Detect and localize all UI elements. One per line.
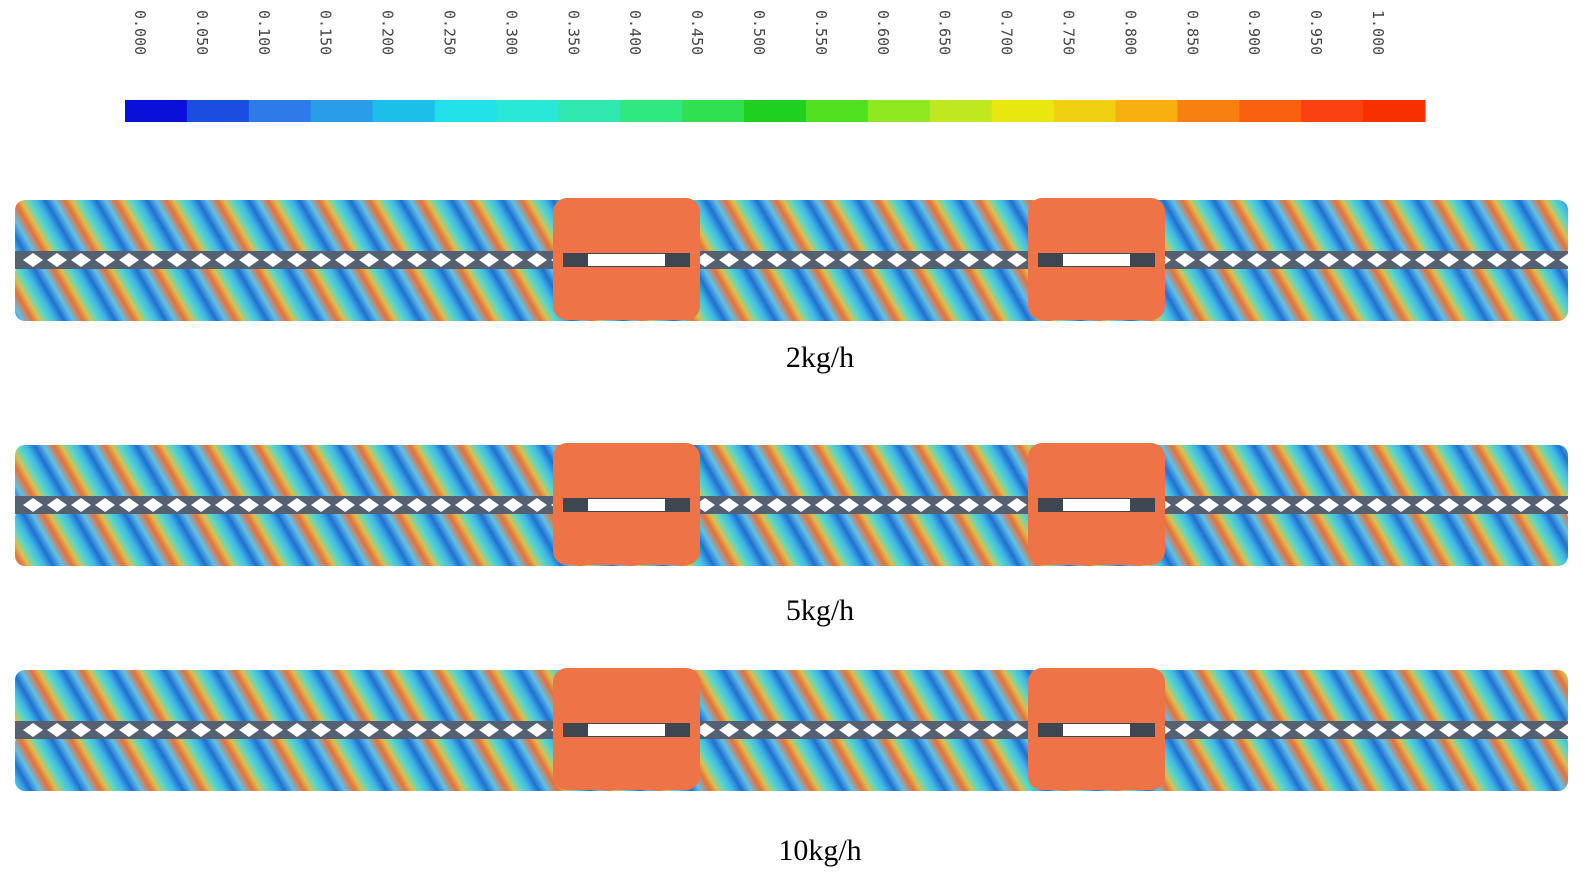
kneading-gap-light — [588, 499, 665, 511]
colorbar-tick-label: 0.650 — [936, 10, 954, 55]
colorbar-tick-label: 0.450 — [688, 10, 706, 55]
colorbar-segment — [558, 100, 620, 122]
colorbar-tick-label: 0.200 — [379, 10, 397, 55]
screw-shaft — [15, 263, 1568, 321]
colorbar-segment — [1239, 100, 1301, 122]
colorbar-segment — [620, 100, 682, 122]
colorbar-tick-label: 0.500 — [750, 10, 768, 55]
kneading-gap-light — [588, 254, 665, 266]
screw-shaft — [15, 733, 1568, 791]
colorbar-tick-label: 0.850 — [1183, 10, 1201, 55]
colorbar-segment — [1363, 100, 1425, 122]
colorbar-segment — [682, 100, 744, 122]
colorbar-segment — [435, 100, 497, 122]
colorbar-segment — [496, 100, 558, 122]
colorbar-segment — [744, 100, 806, 122]
colorbar-segment — [187, 100, 249, 122]
colorbar-tick-label: 0.700 — [998, 10, 1016, 55]
colorbar-tick-label: 1.000 — [1369, 10, 1387, 55]
colorbar-tick-label: 0.750 — [1060, 10, 1078, 55]
colorbar-tick-label: 0.100 — [255, 10, 273, 55]
screw-shaft — [15, 200, 1568, 258]
screw-pair — [15, 198, 1579, 321]
colorbar-segment — [311, 100, 373, 122]
panel-caption: 5kg/h — [786, 594, 854, 627]
colorbar-tick-label: 0.000 — [131, 10, 149, 55]
colorbar-tick-label: 0.350 — [564, 10, 582, 55]
colorbar-tick-label: 0.400 — [626, 10, 644, 55]
colorbar-segment — [930, 100, 992, 122]
screw-shaft — [15, 445, 1568, 503]
colorbar-segment — [1115, 100, 1177, 122]
colorbar-segment — [125, 100, 187, 122]
screw-shaft — [15, 508, 1568, 566]
colorbar-segment — [249, 100, 311, 122]
colorbar-segment — [1301, 100, 1363, 122]
figure: 0.000 0.050 0.100 0.150 0.200 0.250 0.300 0.350… — [0, 0, 1583, 876]
colorbar-segment — [992, 100, 1054, 122]
colorbar-segment — [1177, 100, 1239, 122]
colorbar-tick-label: 0.800 — [1121, 10, 1139, 55]
colorbar-tick-label: 0.600 — [874, 10, 892, 55]
kneading-gap-light — [1063, 724, 1130, 736]
kneading-gap-light — [588, 724, 665, 736]
colorbar-tick-label: 0.900 — [1245, 10, 1263, 55]
colorbar-tick-label: 0.150 — [317, 10, 335, 55]
colorbar-segment — [868, 100, 930, 122]
screw-pair — [15, 668, 1579, 791]
screw-shaft — [15, 670, 1568, 728]
colorbar-segment — [806, 100, 868, 122]
panel-caption: 2kg/h — [786, 341, 854, 374]
colorbar-tick-label: 0.250 — [441, 10, 459, 55]
colorbar-tick-label: 0.300 — [502, 10, 520, 55]
colorbar-tick-label: 0.950 — [1307, 10, 1325, 55]
panel-caption: 10kg/h — [778, 834, 861, 867]
kneading-gap-light — [1063, 254, 1130, 266]
screw-pair — [15, 443, 1579, 566]
colorbar-tick-label: 0.050 — [193, 10, 211, 55]
colorbar-tick-label: 0.550 — [812, 10, 830, 55]
kneading-gap-light — [1063, 499, 1130, 511]
colorbar-segment — [1054, 100, 1116, 122]
colorbar-segment — [373, 100, 435, 122]
